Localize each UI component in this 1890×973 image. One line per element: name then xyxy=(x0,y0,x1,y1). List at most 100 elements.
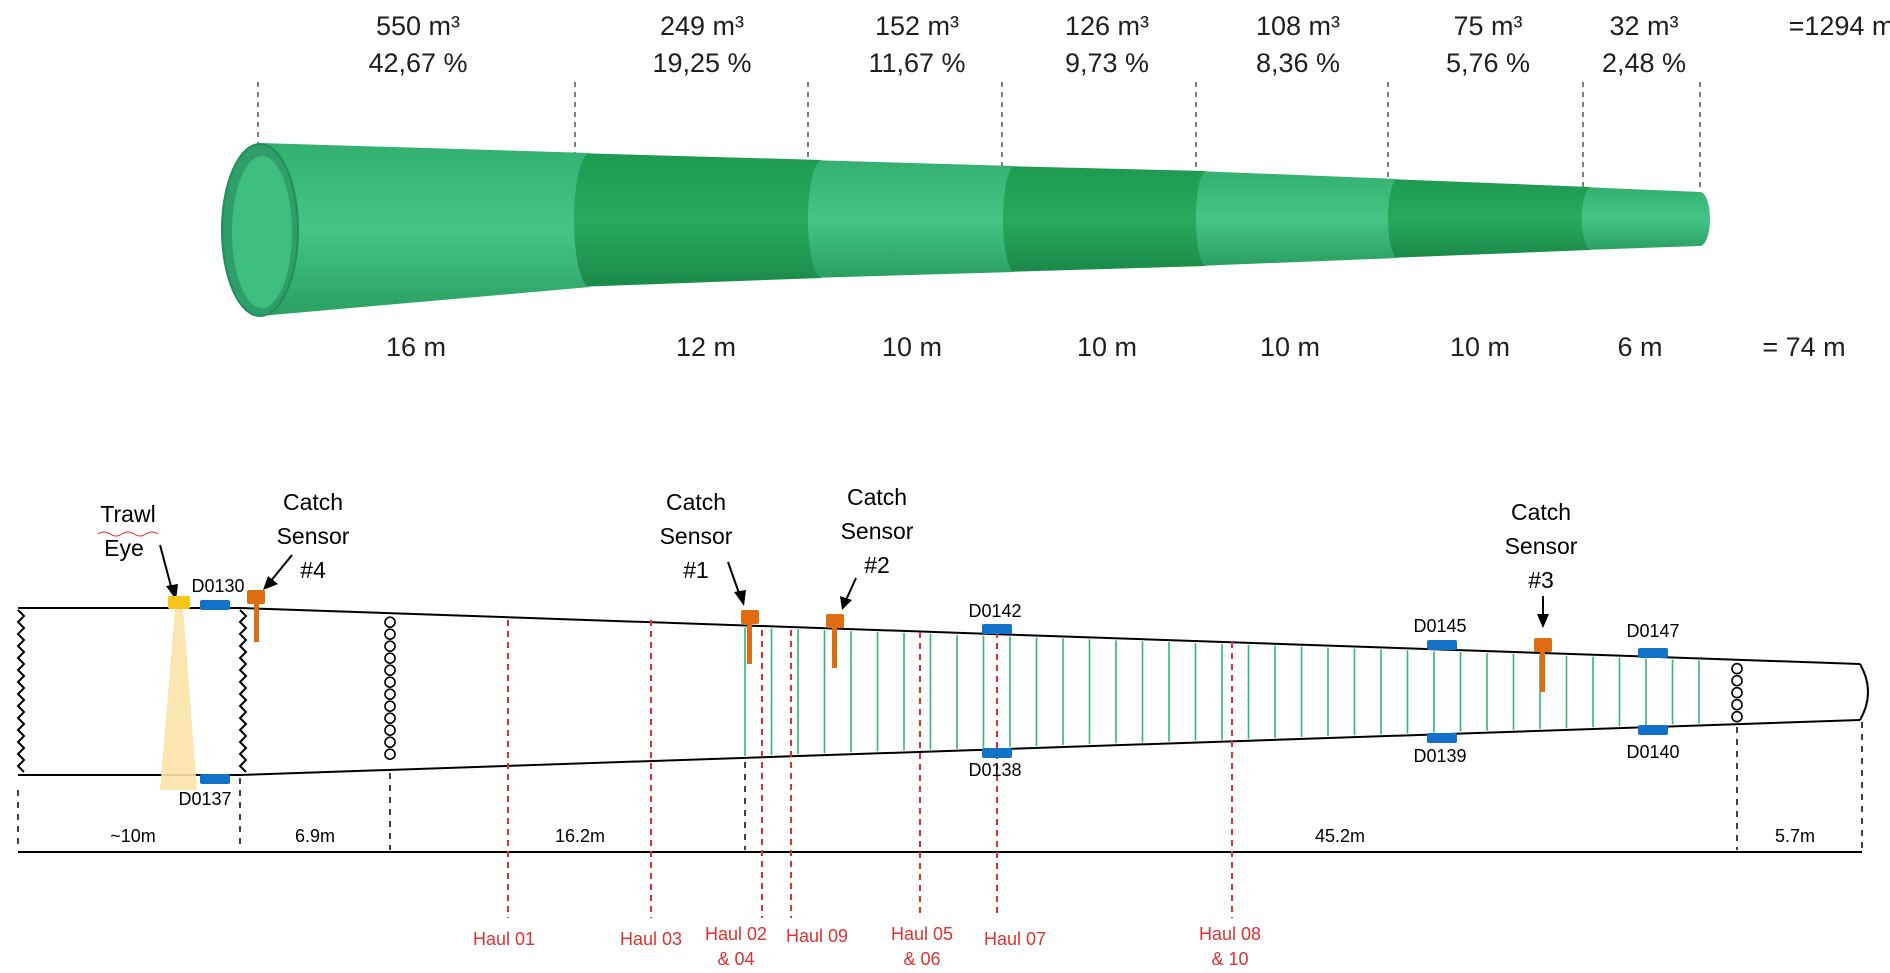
haul-lines xyxy=(508,620,1232,918)
catch-sensor-label: #2 xyxy=(864,552,890,578)
tag-label: D0139 xyxy=(1413,746,1466,766)
segment-lengths: 16 m 12 m 10 m 10 m 10 m 10 m 6 m = 74 m xyxy=(386,332,1846,362)
catch-sensor-label: Catch xyxy=(1511,499,1571,525)
catch-sensor-stem xyxy=(747,622,752,664)
tag-labels: D0130 D0137 D0142 D0138 D0145 D0139 D014… xyxy=(178,576,1679,809)
catch-sensor-4: Catch Sensor #4 xyxy=(247,489,350,642)
arrow-head-icon xyxy=(1537,614,1549,628)
catch-sensor-label: #3 xyxy=(1528,567,1554,593)
arrow-head-icon xyxy=(840,596,852,610)
codend-cylinder xyxy=(222,143,1710,316)
chain-ring xyxy=(1732,688,1742,698)
tag-marker xyxy=(200,774,230,784)
chain-ring xyxy=(385,713,395,723)
segment-length: 12 m xyxy=(676,332,736,362)
chain-ring xyxy=(1732,700,1742,710)
arrow-line xyxy=(270,555,292,582)
segment-percent: 19,25 % xyxy=(652,48,751,78)
catch-sensor-stem xyxy=(832,626,837,668)
tag-marker xyxy=(982,748,1012,758)
catch-sensor-stem xyxy=(254,602,259,642)
arrow-head-icon xyxy=(263,576,278,590)
tag-marker xyxy=(1427,640,1457,650)
segment-length: 10 m xyxy=(1450,332,1510,362)
tag-label: D0138 xyxy=(968,760,1021,780)
trawl-eye-label: Eye xyxy=(104,535,144,561)
catch-sensor-label: Sensor xyxy=(277,523,350,549)
chain-ring xyxy=(1732,664,1742,674)
trawl-eye-label: Trawl xyxy=(100,501,155,527)
catch-sensor-label: #1 xyxy=(683,557,709,583)
segment-length: 10 m xyxy=(882,332,942,362)
segment-length: 16 m xyxy=(386,332,446,362)
trawl-eye: Trawl Eye xyxy=(98,501,190,609)
haul-label: Haul 02 xyxy=(705,924,767,944)
zigzag-seams xyxy=(18,610,246,772)
segment-volume: 108 m³ xyxy=(1256,11,1340,41)
total-volume: =1294 m³ xyxy=(1789,11,1890,41)
segment-length: 10 m xyxy=(1260,332,1320,362)
segment-percent: 2,48 % xyxy=(1602,48,1686,78)
net-outline xyxy=(18,608,1868,775)
chain-ring xyxy=(385,665,395,675)
dimension-label: ~10m xyxy=(110,826,156,846)
tag-label: D0142 xyxy=(968,601,1021,621)
segment-volume: 75 m³ xyxy=(1453,11,1522,41)
catch-sensor xyxy=(826,614,844,628)
arrow-line xyxy=(846,578,856,600)
chain-ring xyxy=(385,641,395,651)
catch-sensor-label: Sensor xyxy=(841,518,914,544)
haul-label: & 06 xyxy=(903,949,940,968)
trawl-schematic: ~10m 6.9m 16.2m 45.2m 5.7m Haul 01 Haul … xyxy=(18,484,1868,968)
segment-length: 6 m xyxy=(1617,332,1662,362)
trawl-eye-beam xyxy=(160,608,197,790)
catch-sensor-1: Catch Sensor #1 xyxy=(660,489,759,664)
haul-label: Haul 05 xyxy=(891,924,953,944)
segment-volume: 550 m³ xyxy=(376,11,460,41)
dimension-label: 5.7m xyxy=(1775,826,1815,846)
segment-percent: 42,67 % xyxy=(368,48,467,78)
catch-sensor-stem xyxy=(1540,650,1545,692)
catch-sensor-label: Catch xyxy=(847,484,907,510)
segment-percent: 9,73 % xyxy=(1065,48,1149,78)
catch-sensor-label: Catch xyxy=(666,489,726,515)
catch-sensor-label: Sensor xyxy=(660,523,733,549)
haul-label: Haul 08 xyxy=(1199,924,1261,944)
tag-marker xyxy=(1638,725,1668,735)
dimension-label: 45.2m xyxy=(1315,826,1365,846)
haul-labels: Haul 01 Haul 03 Haul 02 & 04 Haul 09 Hau… xyxy=(473,924,1261,968)
catch-sensor xyxy=(741,610,759,624)
segment-volume: 126 m³ xyxy=(1065,11,1149,41)
haul-label: Haul 01 xyxy=(473,929,535,949)
chain-ring xyxy=(385,749,395,759)
catch-sensor-label: Sensor xyxy=(1505,533,1578,559)
dimension-label: 6.9m xyxy=(295,826,335,846)
haul-label: & 04 xyxy=(717,949,754,968)
tag-label: D0147 xyxy=(1626,621,1679,641)
chain-rings xyxy=(385,617,395,759)
segment-volume: 249 m³ xyxy=(660,11,744,41)
chain-ring xyxy=(385,725,395,735)
haul-label: Haul 07 xyxy=(984,929,1046,949)
tag-marker xyxy=(200,600,230,610)
chain-ring xyxy=(1732,676,1742,686)
segment-percent: 11,67 % xyxy=(868,48,965,78)
segment-length: 10 m xyxy=(1077,332,1137,362)
codend-volume-diagram: 550 m³ 249 m³ 152 m³ 126 m³ 108 m³ 75 m³… xyxy=(222,11,1890,362)
segment-percent: 8,36 % xyxy=(1256,48,1340,78)
mesh-lines xyxy=(745,628,1699,756)
tag-label: D0140 xyxy=(1626,742,1679,762)
chain-ring xyxy=(385,653,395,663)
total-length: = 74 m xyxy=(1762,332,1845,362)
chain-ring xyxy=(385,677,395,687)
chain-ring xyxy=(1732,712,1742,722)
segment-volumes: 550 m³ 249 m³ 152 m³ 126 m³ 108 m³ 75 m³… xyxy=(376,11,1890,41)
haul-label: Haul 09 xyxy=(786,926,848,946)
haul-label: & 10 xyxy=(1211,949,1248,968)
tag-label: D0137 xyxy=(178,789,231,809)
catch-sensor-2: Catch Sensor #2 xyxy=(826,484,914,668)
chain-rings xyxy=(1732,664,1742,722)
chain-ring xyxy=(385,617,395,627)
